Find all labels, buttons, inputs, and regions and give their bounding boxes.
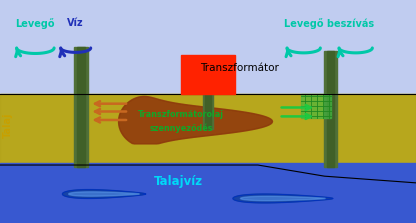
Text: Transzformátor: Transzformátor — [200, 63, 279, 73]
Text: Transzformátorolaj
szennyeződés: Transzformátorolaj szennyeződés — [138, 110, 224, 133]
Bar — [0, 94, 416, 165]
Polygon shape — [62, 190, 146, 198]
Text: Talajvíz: Talajvíz — [154, 175, 203, 188]
Bar — [0, 94, 416, 165]
Bar — [74, 47, 88, 167]
Polygon shape — [0, 165, 416, 223]
Bar — [327, 51, 334, 167]
Bar — [0, 0, 416, 94]
Bar — [301, 94, 331, 118]
Bar — [77, 47, 85, 167]
Bar — [181, 55, 235, 94]
Bar — [324, 51, 337, 167]
Polygon shape — [69, 192, 139, 196]
Text: Levegő beszívás: Levegő beszívás — [284, 18, 374, 29]
Text: Víz: Víz — [67, 19, 84, 28]
Text: Levegő: Levegő — [16, 18, 55, 29]
Bar — [0, 163, 416, 223]
Polygon shape — [119, 96, 272, 144]
Polygon shape — [240, 196, 325, 201]
Bar — [205, 94, 211, 129]
Polygon shape — [119, 96, 272, 144]
Text: Talaj: Talaj — [2, 112, 12, 138]
Polygon shape — [233, 194, 333, 203]
Bar — [203, 94, 213, 129]
